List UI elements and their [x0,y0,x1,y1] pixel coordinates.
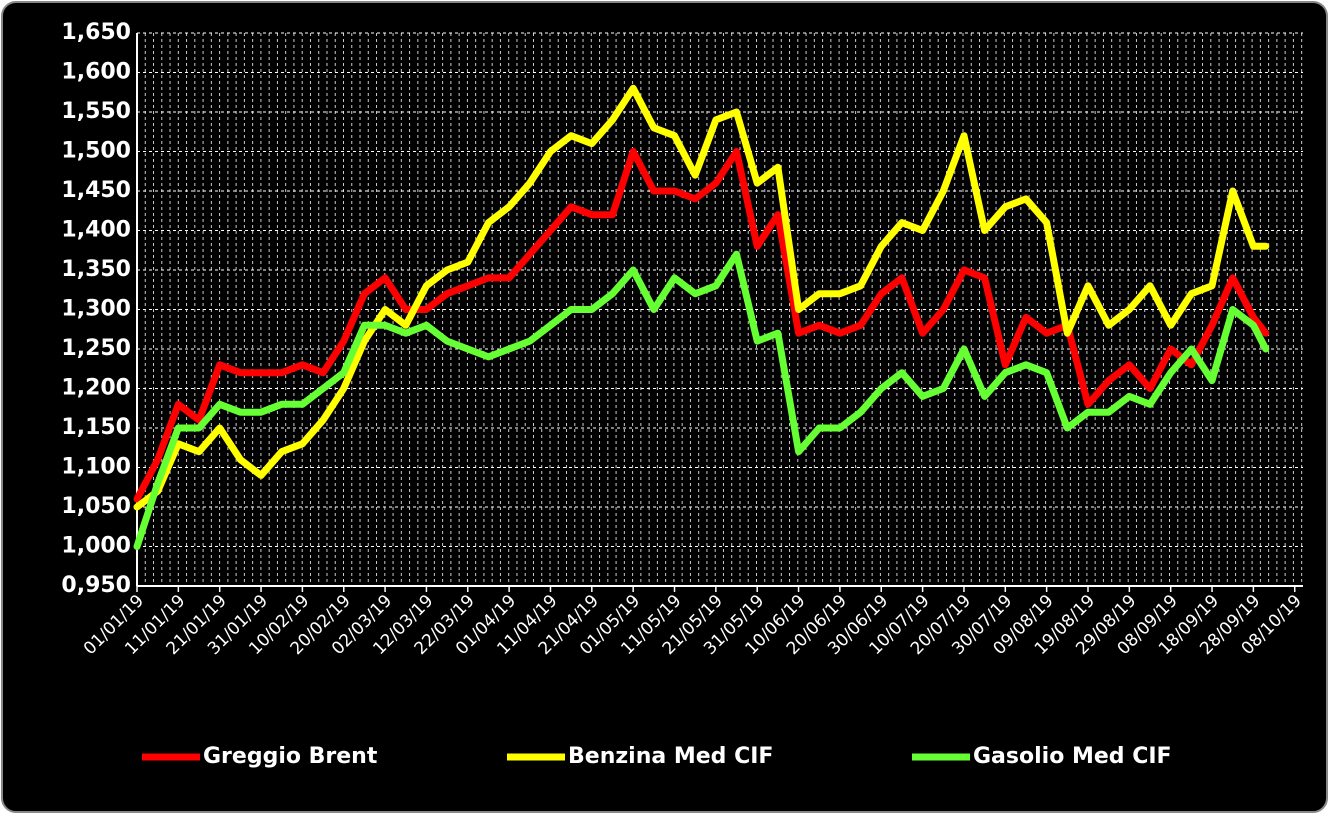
y-tick-label: 1,600 [61,60,131,85]
y-tick-label: 1,150 [61,415,131,440]
y-tick-label: 1,200 [61,376,131,401]
y-tick-label: 1,550 [61,99,131,124]
y-tick-label: 1,050 [61,494,131,519]
y-tick-label: 1,650 [61,20,131,45]
y-tick-label: 1,100 [61,455,131,480]
legend-label: Greggio Brent [203,744,378,769]
y-tick-label: 1,000 [61,534,131,559]
y-tick-label: 1,250 [61,336,131,361]
series-line [133,250,1270,550]
y-tick-label: 1,350 [61,257,131,282]
legend-label: Benzina Med CIF [568,744,773,769]
y-tick-label: 1,500 [61,139,131,164]
y-tick-label: 1,400 [61,218,131,243]
legend-label: Gasolio Med CIF [973,744,1172,769]
series-line [133,84,1270,511]
series-line [133,148,1270,503]
y-tick-label: 1,300 [61,297,131,322]
y-tick-label: 0,950 [61,573,131,598]
y-tick-label: 1,450 [61,178,131,203]
